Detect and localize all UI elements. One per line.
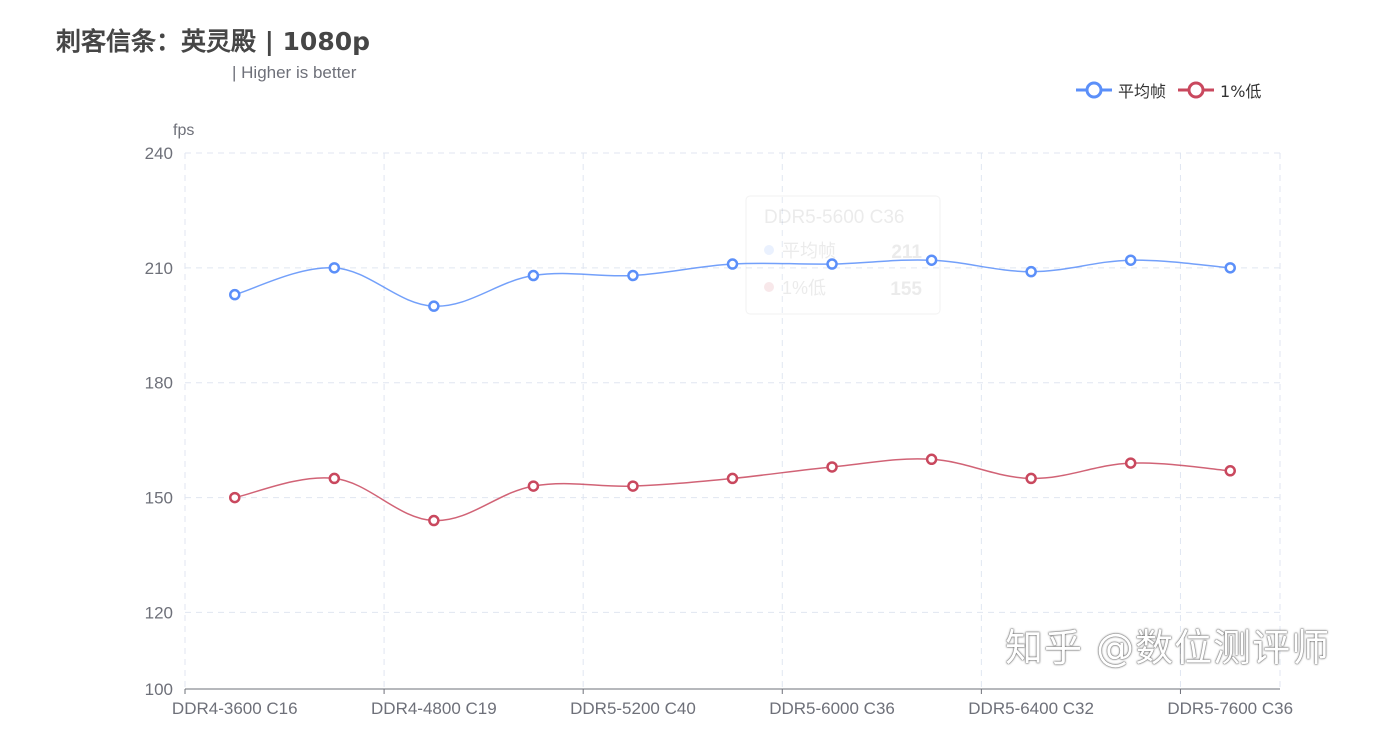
legend-label-avg: 平均帧 xyxy=(1118,82,1167,101)
data-point xyxy=(229,491,241,504)
series-line-1 xyxy=(234,458,1231,522)
y-tick-label: 180 xyxy=(145,374,173,393)
data-point xyxy=(627,480,639,492)
data-point xyxy=(1224,262,1236,274)
tooltip-avg-name: 平均帧 xyxy=(782,241,836,261)
data-point xyxy=(925,453,938,466)
x-tick-label: DDR5-6000 C36 xyxy=(769,699,895,718)
data-point xyxy=(925,254,938,266)
data-point xyxy=(328,262,341,274)
chart-subtitle: | Higher is better xyxy=(232,63,357,82)
x-tick-label: DDR4-4800 C19 xyxy=(371,699,497,718)
tooltip-ghost: DDR5-5600 C36 平均帧 211 1%低 155 xyxy=(745,195,941,315)
watermark: 知乎 @数位测评师 xyxy=(1005,626,1331,670)
chart-title: 刺客信条：英灵殿 | 1080p xyxy=(56,27,371,56)
legend-item-low[interactable]: 1%低 xyxy=(1178,78,1261,102)
data-point xyxy=(627,269,639,282)
legend-item-avg[interactable]: 平均帧 xyxy=(1076,78,1166,102)
x-tick-label: DDR4-3600 C16 xyxy=(172,699,298,718)
data-point xyxy=(229,288,241,301)
y-tick-label: 210 xyxy=(145,259,173,278)
data-point xyxy=(1124,254,1137,266)
legend-avg-icon xyxy=(1076,81,1112,99)
y-tick-label: 240 xyxy=(145,144,173,163)
tooltip-low-value: 155 xyxy=(890,279,922,300)
data-point xyxy=(428,300,440,312)
legend-low-icon xyxy=(1178,81,1215,99)
x-tick-label: DDR5-6400 C32 xyxy=(968,699,1094,718)
x-tick-label: DDR5-5200 C40 xyxy=(570,699,696,718)
data-point xyxy=(527,269,540,282)
data-point xyxy=(527,480,540,492)
data-point xyxy=(1124,457,1137,469)
legend-label-low: 1%低 xyxy=(1220,82,1262,101)
data-point xyxy=(726,258,739,270)
data-point xyxy=(726,472,739,485)
y-tick-label: 150 xyxy=(145,489,173,508)
y-axis-label: fps xyxy=(173,122,194,139)
y-tick-label: 100 xyxy=(145,680,173,699)
data-point xyxy=(328,472,341,485)
data-point xyxy=(826,258,838,270)
data-point xyxy=(1025,472,1037,485)
tooltip-avg-value: 211 xyxy=(891,242,922,263)
series-line-0 xyxy=(234,259,1231,307)
data-point xyxy=(1025,265,1037,278)
data-point xyxy=(826,461,838,473)
tooltip-category: DDR5-5600 C36 xyxy=(764,207,904,228)
y-tick-label: 120 xyxy=(145,603,173,622)
data-point xyxy=(1224,465,1236,477)
x-tick-label: DDR5-7600 C36 xyxy=(1167,699,1293,718)
data-point xyxy=(428,514,440,527)
legend: 平均帧 1%低 xyxy=(1076,78,1261,102)
tooltip-low-name: 1%低 xyxy=(782,278,826,298)
